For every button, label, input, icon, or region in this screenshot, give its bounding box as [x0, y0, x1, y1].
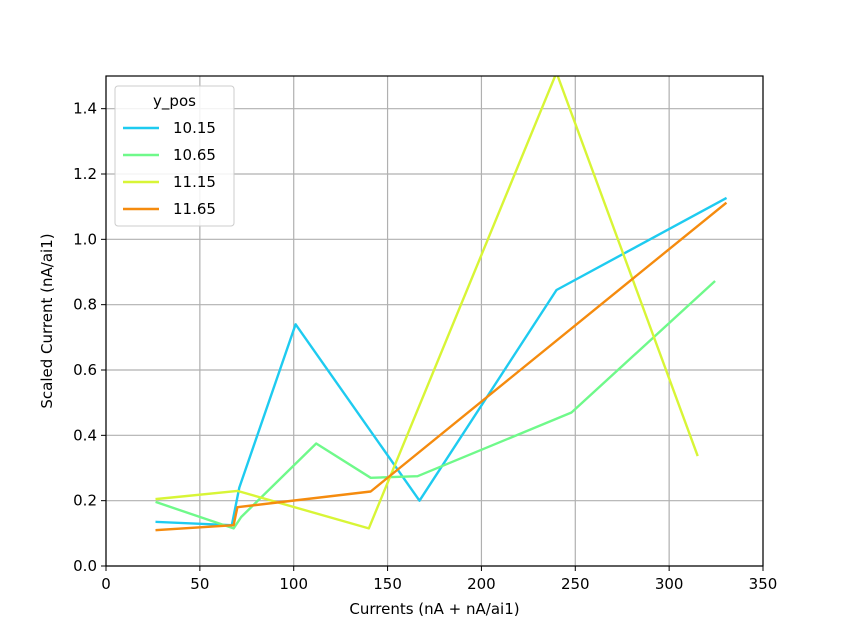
- series-line-11-15: [155, 76, 699, 530]
- y-tick-label: 0.6: [73, 361, 97, 379]
- y-tick-label: 0.8: [73, 296, 97, 314]
- series-lines: [155, 76, 728, 532]
- legend-label: 11.15: [173, 173, 216, 191]
- x-tick-label: 50: [190, 575, 209, 593]
- axis-ticks: 0 50 100 150 200 250 300 350 0.0 0.2 0.4 0.6 0.8 1.0 1…: [73, 100, 777, 593]
- series-line-10-65: [155, 280, 716, 530]
- y-tick-label: 1.4: [73, 100, 97, 118]
- x-tick-label: 300: [655, 575, 684, 593]
- y-tick-label: 1.0: [73, 230, 97, 248]
- x-tick-label: 100: [279, 575, 308, 593]
- x-tick-label: 350: [749, 575, 778, 593]
- plot-area-frame: [105, 75, 764, 567]
- y-tick-label: 0.0: [73, 557, 97, 575]
- y-tick-label: 0.4: [73, 426, 97, 444]
- y-axis-label: Scaled Current (nA/ai1): [38, 233, 56, 408]
- grid: [105, 76, 764, 567]
- series-line-11-65: [155, 201, 728, 532]
- y-tick-label: 0.2: [73, 492, 97, 510]
- y-tick-label: 1.2: [73, 165, 97, 183]
- legend-label: 11.65: [173, 200, 216, 218]
- legend-label: 10.15: [173, 119, 216, 137]
- x-tick-label: 250: [561, 575, 590, 593]
- legend-title: y_pos: [153, 92, 196, 111]
- legend-label: 10.65: [173, 146, 216, 164]
- legend: y_pos 10.15 10.65 11.15 11.65: [114, 85, 235, 227]
- legend-box: [114, 85, 235, 227]
- series-line-10-15: [155, 196, 728, 527]
- x-axis-label: Currents (nA + nA/ai1): [349, 600, 519, 618]
- x-tick-label: 200: [467, 575, 496, 593]
- x-tick-label: 150: [373, 575, 402, 593]
- legend-items: 10.15 10.65 11.15 11.65: [123, 119, 216, 218]
- x-tick-label: 0: [101, 575, 111, 593]
